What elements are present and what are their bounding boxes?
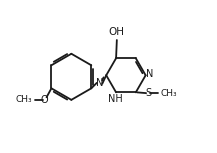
- Text: OH: OH: [109, 27, 125, 37]
- Text: N: N: [96, 78, 103, 88]
- Text: S: S: [145, 88, 151, 98]
- Text: CH₃: CH₃: [16, 95, 33, 104]
- Text: O: O: [41, 95, 48, 105]
- Text: CH₃: CH₃: [160, 89, 177, 98]
- Text: NH: NH: [108, 94, 123, 104]
- Text: N: N: [146, 69, 154, 79]
